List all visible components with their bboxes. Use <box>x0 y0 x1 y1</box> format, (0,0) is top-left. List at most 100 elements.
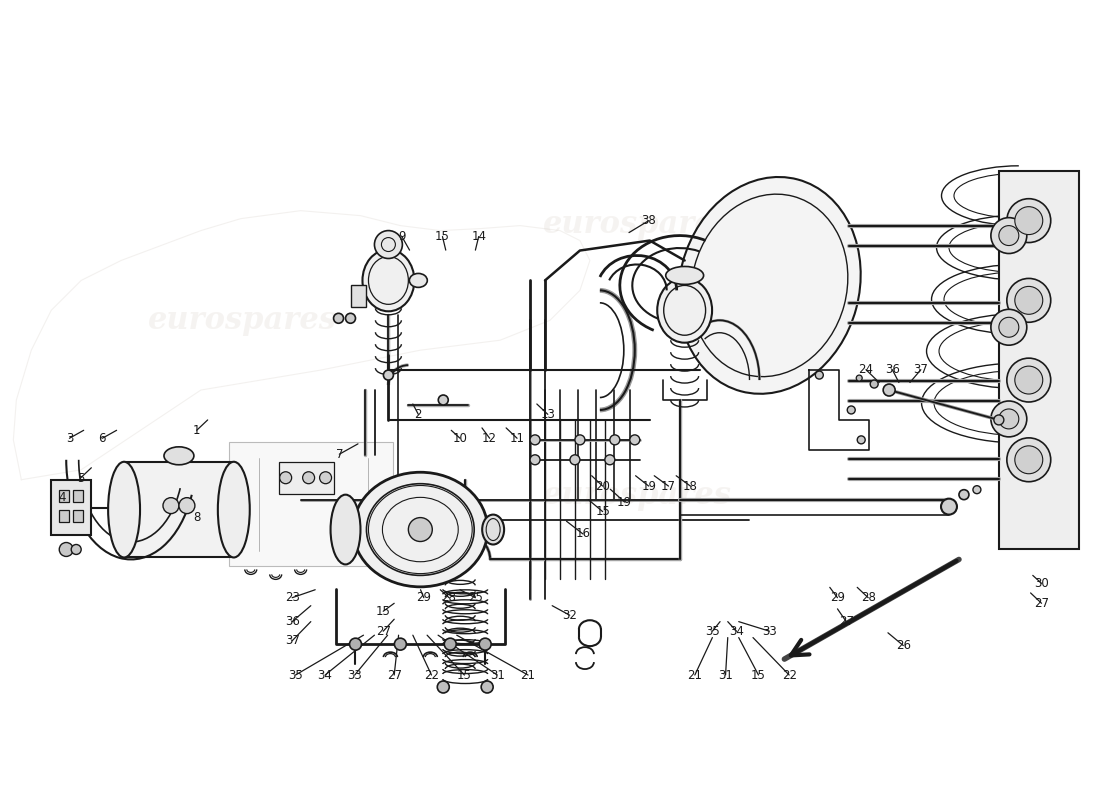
Circle shape <box>530 435 540 445</box>
Circle shape <box>480 638 491 650</box>
Text: 22: 22 <box>782 669 796 682</box>
Text: 16: 16 <box>575 527 591 541</box>
Circle shape <box>1006 278 1050 322</box>
Circle shape <box>856 375 862 381</box>
Circle shape <box>302 472 315 484</box>
Text: 27: 27 <box>838 615 854 628</box>
Circle shape <box>320 472 331 484</box>
Text: 1: 1 <box>192 424 200 437</box>
Circle shape <box>59 542 74 557</box>
Text: 24: 24 <box>858 363 873 376</box>
Text: 19: 19 <box>641 480 657 493</box>
Bar <box>59 490 69 502</box>
Circle shape <box>999 409 1019 429</box>
Circle shape <box>991 218 1026 254</box>
Circle shape <box>384 370 394 380</box>
Text: 37: 37 <box>285 634 299 647</box>
Circle shape <box>959 490 969 500</box>
Text: 23: 23 <box>285 591 299 604</box>
Text: 33: 33 <box>762 625 777 638</box>
Bar <box>74 510 84 522</box>
Text: 34: 34 <box>729 625 744 638</box>
Circle shape <box>395 638 406 650</box>
Text: 5: 5 <box>77 472 84 485</box>
Ellipse shape <box>657 278 712 342</box>
Text: 29: 29 <box>416 591 431 604</box>
Text: 12: 12 <box>482 432 497 445</box>
Text: 27: 27 <box>387 669 402 682</box>
Text: 33: 33 <box>348 669 362 682</box>
Text: 31: 31 <box>490 669 505 682</box>
Text: eurospares: eurospares <box>543 480 733 511</box>
Circle shape <box>609 435 619 445</box>
Text: 6: 6 <box>99 432 106 445</box>
Text: 17: 17 <box>661 480 676 493</box>
Text: 2: 2 <box>415 408 422 421</box>
Circle shape <box>991 310 1026 345</box>
Ellipse shape <box>409 274 427 287</box>
Circle shape <box>530 455 540 465</box>
Text: 19: 19 <box>617 495 632 509</box>
Circle shape <box>72 545 81 554</box>
Circle shape <box>630 435 640 445</box>
Ellipse shape <box>331 494 361 565</box>
Bar <box>278 462 333 494</box>
Circle shape <box>815 371 823 379</box>
Text: eurospares: eurospares <box>148 305 338 336</box>
Bar <box>52 480 91 534</box>
Text: 37: 37 <box>913 363 928 376</box>
Text: eurospares: eurospares <box>543 209 733 240</box>
Circle shape <box>940 498 957 514</box>
Ellipse shape <box>353 472 487 587</box>
Circle shape <box>994 415 1004 425</box>
Text: 8: 8 <box>192 511 200 525</box>
Text: 15: 15 <box>376 605 390 618</box>
Circle shape <box>1015 206 1043 234</box>
Text: 4: 4 <box>58 490 66 504</box>
Text: 22: 22 <box>424 669 439 682</box>
Text: 28: 28 <box>441 591 456 604</box>
Ellipse shape <box>482 514 504 545</box>
Text: 35: 35 <box>705 625 719 638</box>
Circle shape <box>1015 446 1043 474</box>
Circle shape <box>1006 438 1050 482</box>
Ellipse shape <box>164 447 194 465</box>
Text: 15: 15 <box>751 669 766 682</box>
Circle shape <box>350 638 362 650</box>
Text: 13: 13 <box>540 408 556 421</box>
Circle shape <box>991 401 1026 437</box>
Circle shape <box>408 518 432 542</box>
Text: 25: 25 <box>468 591 483 604</box>
Text: 15: 15 <box>595 505 610 518</box>
Circle shape <box>999 318 1019 338</box>
Ellipse shape <box>679 177 860 394</box>
Text: 38: 38 <box>641 214 656 227</box>
Bar <box>124 462 234 558</box>
Circle shape <box>999 226 1019 246</box>
Text: 21: 21 <box>688 669 702 682</box>
Circle shape <box>1015 286 1043 314</box>
Circle shape <box>374 230 403 258</box>
Text: 29: 29 <box>830 591 845 604</box>
Bar <box>229 442 394 566</box>
Circle shape <box>481 681 493 693</box>
Text: 9: 9 <box>398 230 406 243</box>
Text: 3: 3 <box>66 432 73 445</box>
Circle shape <box>570 455 580 465</box>
Text: 18: 18 <box>683 480 697 493</box>
Text: 31: 31 <box>718 669 733 682</box>
Text: 36: 36 <box>884 363 900 376</box>
Circle shape <box>438 681 449 693</box>
Text: 28: 28 <box>861 591 876 604</box>
Ellipse shape <box>218 462 250 558</box>
Ellipse shape <box>666 266 704 285</box>
Text: 21: 21 <box>520 669 536 682</box>
Circle shape <box>333 314 343 323</box>
Bar <box>59 510 69 522</box>
Bar <box>351 286 366 307</box>
Text: 20: 20 <box>595 480 610 493</box>
Text: 26: 26 <box>895 639 911 652</box>
Text: 36: 36 <box>285 615 299 628</box>
Ellipse shape <box>363 250 415 311</box>
Circle shape <box>870 380 878 388</box>
